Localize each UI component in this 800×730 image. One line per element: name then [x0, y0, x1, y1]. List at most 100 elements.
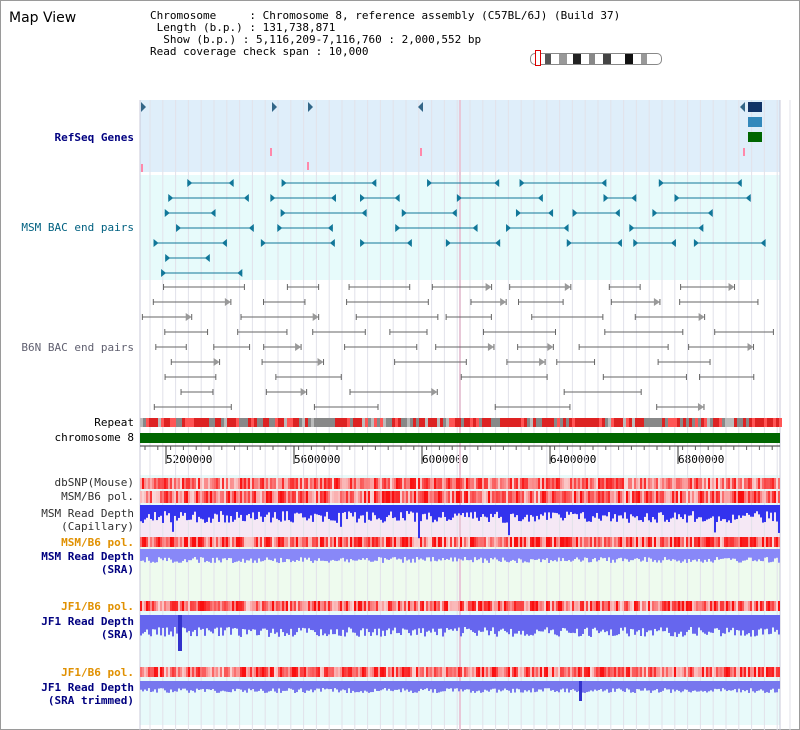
pol-mark	[204, 601, 206, 611]
read-depth-bar	[424, 549, 426, 561]
pol-mark	[660, 601, 662, 611]
read-depth-bar	[542, 681, 544, 692]
pol-mark	[494, 667, 496, 677]
pol-mark	[546, 491, 548, 503]
pol-mark	[480, 491, 482, 503]
pol-mark	[450, 667, 452, 677]
read-depth-bar	[232, 549, 234, 563]
read-depth-bar	[568, 505, 570, 515]
chromosome-ideogram[interactable]	[530, 53, 662, 65]
pol-mark	[366, 601, 368, 611]
pol-mark	[592, 667, 594, 677]
pol-mark	[712, 601, 714, 611]
repeat-mark	[629, 418, 632, 427]
read-depth-bar	[292, 505, 294, 523]
pol-mark	[466, 601, 468, 611]
pol-mark	[364, 667, 366, 677]
pol-mark	[286, 601, 288, 611]
pol-mark	[258, 478, 260, 489]
read-depth-bar	[758, 615, 760, 630]
read-depth-bar	[242, 681, 244, 692]
pol-mark	[212, 491, 214, 503]
read-depth-bar	[308, 615, 310, 629]
read-depth-bar	[708, 681, 710, 692]
read-depth-bar	[394, 549, 396, 558]
read-depth-bar	[476, 615, 478, 636]
pol-mark	[460, 478, 462, 489]
pol-mark	[512, 667, 514, 677]
pol-mark	[254, 601, 256, 611]
repeat-mark	[233, 418, 236, 427]
pol-mark	[658, 491, 660, 503]
pol-mark	[572, 537, 574, 547]
repeat-mark	[662, 418, 665, 427]
read-depth-bar	[292, 615, 294, 637]
pol-mark	[324, 601, 326, 611]
pol-mark	[178, 537, 180, 547]
read-depth-bar	[646, 549, 648, 562]
pol-mark	[160, 667, 162, 677]
read-depth-bar	[472, 615, 474, 632]
pol-mark	[476, 478, 478, 489]
read-depth-bar	[610, 615, 612, 630]
pol-mark	[154, 667, 156, 677]
read-depth-bar	[302, 615, 304, 628]
pol-mark	[194, 601, 196, 611]
ideogram-region-marker[interactable]	[535, 50, 541, 66]
pol-mark	[208, 601, 210, 611]
pol-mark	[654, 601, 656, 611]
pol-mark	[160, 491, 162, 503]
read-depth-bar	[352, 505, 354, 517]
pol-mark	[474, 537, 476, 547]
read-depth-bar	[216, 505, 218, 515]
read-depth-bar	[182, 505, 184, 516]
read-depth-bar	[726, 505, 728, 523]
read-depth-bar	[440, 681, 442, 692]
pol-mark	[422, 478, 424, 489]
repeat-mark	[752, 418, 755, 427]
read-depth-bar	[574, 505, 576, 514]
read-depth-bar	[580, 505, 582, 514]
pol-mark	[558, 491, 560, 503]
read-depth-bar	[352, 549, 354, 561]
pol-mark	[536, 478, 538, 489]
repeat-mark	[452, 418, 455, 427]
pol-mark	[566, 491, 568, 503]
read-depth-bar	[168, 615, 170, 635]
read-depth-bar	[680, 549, 682, 563]
read-depth-bar	[774, 681, 776, 693]
read-depth-bar	[538, 615, 540, 632]
read-depth-bar	[660, 681, 662, 692]
pol-mark	[614, 537, 616, 547]
pol-mark	[666, 478, 668, 489]
read-depth-bar	[510, 549, 512, 561]
pol-mark	[558, 601, 560, 611]
pol-mark	[474, 491, 476, 503]
read-depth-bar	[436, 505, 438, 522]
pol-mark	[704, 667, 706, 677]
read-depth-bar	[372, 505, 374, 513]
read-depth-bar	[202, 615, 204, 629]
pol-mark	[324, 667, 326, 677]
read-depth-bar	[538, 681, 540, 690]
read-depth-bar	[322, 681, 324, 689]
read-depth-bar	[596, 505, 598, 513]
read-depth-bar	[592, 549, 594, 560]
read-depth-bar	[728, 505, 730, 521]
read-depth-bar	[516, 681, 518, 689]
read-depth-bar	[706, 681, 708, 693]
read-depth-bar	[644, 681, 646, 689]
pol-mark	[642, 478, 644, 489]
read-depth-bar	[248, 505, 250, 514]
pol-mark	[166, 601, 168, 611]
read-depth-bar	[318, 615, 320, 637]
pol-mark	[664, 601, 666, 611]
pol-mark	[574, 601, 576, 611]
read-depth-bar	[336, 615, 338, 630]
read-depth-bar	[526, 615, 528, 635]
b6n-bac-end	[653, 298, 660, 306]
repeat-mark	[236, 418, 239, 427]
repeat-mark	[263, 418, 266, 427]
read-depth-bar	[384, 615, 386, 636]
